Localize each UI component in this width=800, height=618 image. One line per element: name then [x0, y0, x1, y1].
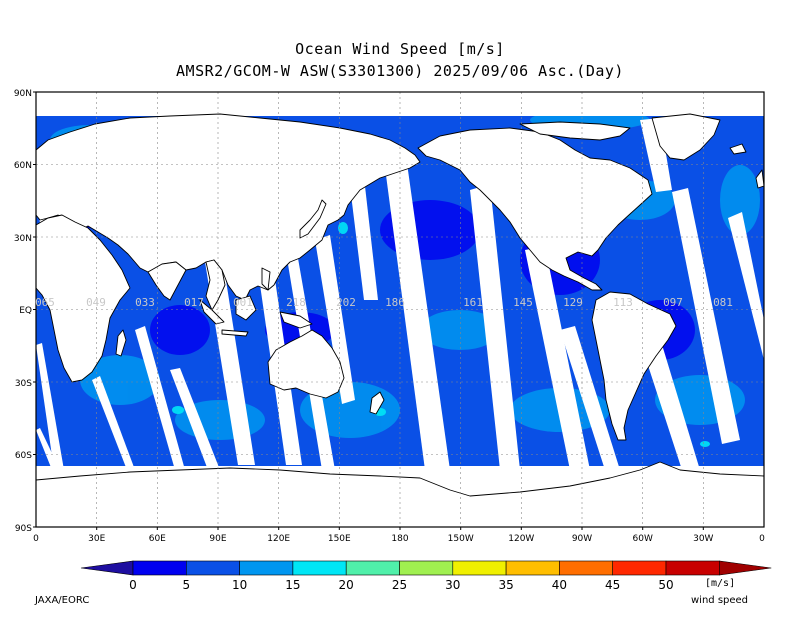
map-subtitle: AMSR2/GCOM-W ASW(S3301300) 2025/09/06 As…	[176, 62, 624, 80]
colorbar-tick-label: 30	[445, 578, 460, 592]
colorbar-tick-label: 15	[285, 578, 300, 592]
colorbar-labels: 0 5 10 15 20 25 30 35 40 45 50	[129, 578, 673, 592]
lat-label: 90S	[15, 524, 32, 534]
swath-time-labels: 065 049 033 017 001 218 202 186 161 145 …	[35, 296, 733, 309]
colorbar-tick-label: 20	[339, 578, 354, 592]
landmass-arctic-islands	[519, 121, 631, 141]
landmass-iceland	[729, 143, 747, 155]
lat-label: 30N	[14, 234, 32, 244]
graticule	[36, 92, 764, 527]
landmass-new-guinea	[279, 311, 313, 329]
latitude-labels: 90N 60N 30N EQ 30S 60S 90S	[14, 89, 32, 534]
landmass-java	[221, 329, 249, 337]
colorbar-arrow-max	[718, 560, 772, 576]
colorbar-segment	[239, 560, 294, 576]
lat-label: 60N	[14, 161, 32, 171]
landmass-madagascar	[115, 329, 127, 357]
colorbar-label: wind speed	[691, 595, 749, 606]
landmass-australia	[267, 329, 345, 399]
colorbar-segment	[399, 560, 454, 576]
credit-label: JAXA/EORC	[35, 595, 90, 606]
lon-label: 90E	[209, 534, 226, 544]
lon-label: 120W	[508, 534, 534, 544]
lat-label: 60S	[15, 451, 32, 461]
longitude-ticks	[96, 527, 704, 530]
colorbar-tick-label: 10	[232, 578, 247, 592]
colorbar-segment	[665, 560, 720, 576]
swath-time-label: 202	[336, 296, 356, 309]
colorbar-tick-label: 0	[129, 578, 137, 592]
swath-time-label: 113	[613, 296, 633, 309]
latitude-ticks	[33, 91, 36, 528]
landmass-new-zealand	[369, 391, 385, 415]
landmass-eurasia	[35, 113, 421, 301]
colorbar	[80, 560, 772, 576]
landmass-philippines	[261, 267, 271, 291]
colorbar-unit: [m/s]	[705, 578, 736, 589]
swath-time-label: 065	[35, 296, 55, 309]
swath-time-label: 145	[513, 296, 533, 309]
swath-time-label: 017	[184, 296, 204, 309]
lon-label: 60E	[149, 534, 166, 544]
lon-label: 0	[33, 534, 39, 544]
landmass-north-america	[417, 127, 653, 291]
swath-time-label: 049	[86, 296, 106, 309]
colorbar-tick-label: 45	[605, 578, 620, 592]
landmass-indochina	[205, 259, 226, 311]
lon-label: 180	[391, 534, 408, 544]
longitude-labels: 0 30E 60E 90E 120E 150E 180 150W 120W 90…	[33, 534, 765, 544]
lon-label: 150W	[448, 534, 474, 544]
colorbar-segment	[612, 560, 667, 576]
landmass-india	[147, 261, 187, 301]
swath-time-label: 033	[135, 296, 155, 309]
landmass-japan	[299, 199, 327, 239]
landmass-borneo	[235, 295, 257, 321]
colorbar-tick-label: 35	[498, 578, 513, 592]
colorbar-segment	[559, 560, 614, 576]
high-wind-patches	[172, 222, 710, 447]
colorbar-tick-label: 5	[182, 578, 190, 592]
swath-time-label: 001	[233, 296, 253, 309]
lon-label: 30E	[88, 534, 105, 544]
colorbar-tick-label: 50	[658, 578, 673, 592]
map-title: Ocean Wind Speed [m/s]	[295, 40, 505, 58]
swath-time-label: 097	[663, 296, 683, 309]
colorbar-arrow-min	[80, 560, 134, 576]
lon-label: 0	[759, 534, 765, 544]
lat-label: EQ	[19, 306, 32, 316]
lon-label: 60W	[633, 534, 653, 544]
colorbar-segment	[505, 560, 560, 576]
landmass-africa	[35, 214, 131, 383]
colorbar-segment	[186, 560, 240, 576]
lon-label: 90W	[572, 534, 592, 544]
colorbar-tick-label: 25	[392, 578, 407, 592]
colorbar-segment	[345, 560, 400, 576]
colorbar-segment	[452, 560, 507, 576]
colorbar-segment	[132, 560, 187, 576]
colorbar-tick-label: 40	[552, 578, 567, 592]
lon-label: 150E	[328, 534, 351, 544]
landmass-greenland	[651, 113, 721, 161]
swath-time-label: 186	[385, 296, 405, 309]
lat-label: 30S	[15, 379, 32, 389]
swath-time-label: 081	[713, 296, 733, 309]
landmass-south-america	[591, 291, 677, 441]
lon-label: 30W	[693, 534, 713, 544]
colorbar-segment	[292, 560, 347, 576]
swath-time-label: 161	[463, 296, 483, 309]
lat-label: 90N	[14, 89, 32, 99]
lon-label: 120E	[267, 534, 290, 544]
swath-time-label: 218	[286, 296, 306, 309]
swath-time-label: 129	[563, 296, 583, 309]
